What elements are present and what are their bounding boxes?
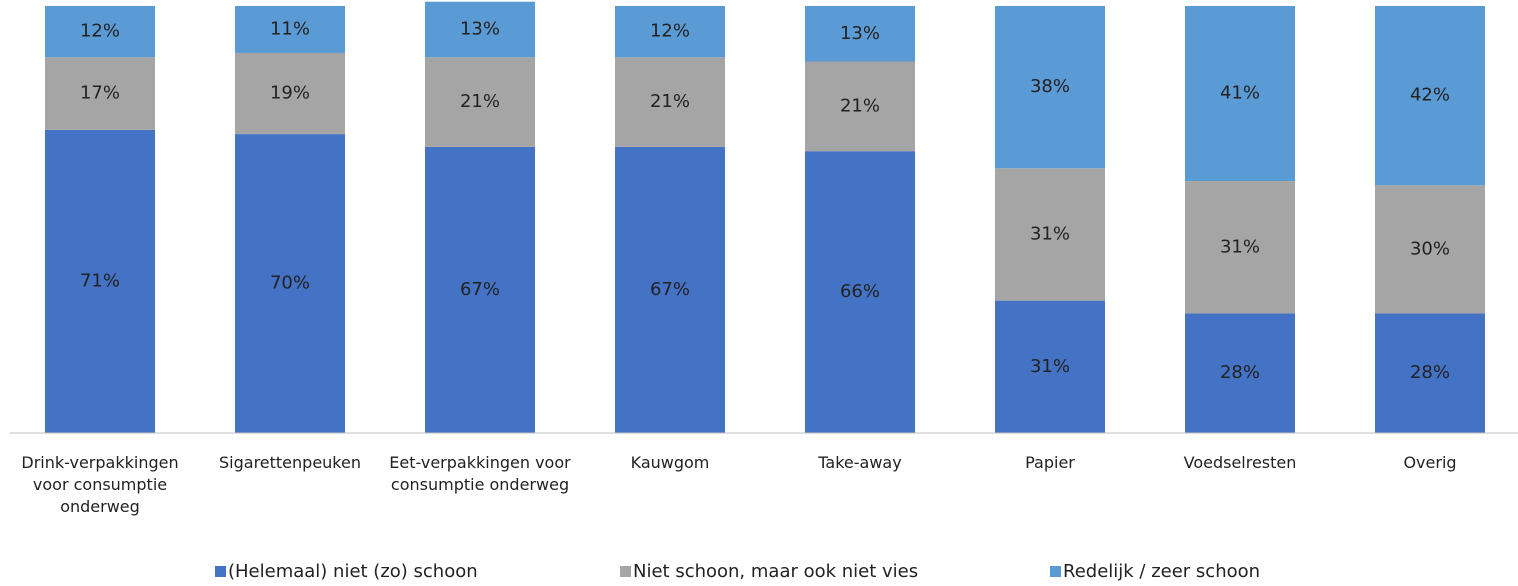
bar-segment xyxy=(805,151,915,433)
x-tick-label: Take-away xyxy=(818,453,902,472)
value-label: 30% xyxy=(1410,238,1450,259)
bar-segment xyxy=(1185,6,1295,182)
value-label: 11% xyxy=(270,18,310,39)
bar-segment xyxy=(615,146,725,433)
bar-segment xyxy=(235,6,345,53)
bar-segment xyxy=(995,168,1105,301)
bar-segment xyxy=(425,146,535,433)
legend-label: Redelijk / zeer schoon xyxy=(1063,561,1260,582)
bar-segment xyxy=(425,57,535,147)
bar-segment xyxy=(1185,313,1295,433)
value-label: 71% xyxy=(80,270,120,291)
value-label: 12% xyxy=(650,21,690,42)
bar-segment xyxy=(615,57,725,147)
x-tick-label: Eet-verpakkingen voor consumptie onderwe… xyxy=(389,453,571,494)
legend-label: Niet schoon, maar ook niet vies xyxy=(633,561,918,582)
legend-swatch xyxy=(1050,566,1061,577)
value-label: 13% xyxy=(460,18,500,39)
value-label: 67% xyxy=(650,279,690,300)
x-tick-label: Overig xyxy=(1403,453,1457,472)
value-label: 19% xyxy=(270,83,310,104)
value-label: 21% xyxy=(460,91,500,112)
value-label: 31% xyxy=(1220,236,1260,257)
value-label: 12% xyxy=(80,21,120,42)
x-tick-label: Sigarettenpeuken xyxy=(219,453,361,472)
bar-segment xyxy=(235,52,345,135)
value-label: 70% xyxy=(270,273,310,294)
bar-segment xyxy=(615,6,725,58)
bar-segment xyxy=(1185,181,1295,314)
x-tick-label: Voedselresten xyxy=(1183,453,1297,472)
legend-swatch xyxy=(620,566,631,577)
value-label: 13% xyxy=(840,23,880,44)
bar-segment xyxy=(1375,6,1485,186)
value-label: 41% xyxy=(1220,83,1260,104)
value-label: 38% xyxy=(1030,76,1070,97)
value-label: 17% xyxy=(80,83,120,104)
legend-label: (Helemaal) niet (zo) schoon xyxy=(228,561,478,582)
bar-segment xyxy=(235,134,345,433)
value-label: 31% xyxy=(1030,223,1070,244)
x-tick-label: Papier xyxy=(1025,453,1075,472)
value-label: 67% xyxy=(460,279,500,300)
bar-segment xyxy=(995,300,1105,433)
bar-segment xyxy=(425,1,535,58)
bar-segment xyxy=(805,6,915,62)
x-tick-label: Drink-verpakkingen voor consumptie onder… xyxy=(21,453,179,516)
value-label: 21% xyxy=(840,95,880,116)
bar-segment xyxy=(1375,185,1485,314)
value-label: 66% xyxy=(840,281,880,302)
value-label: 28% xyxy=(1220,362,1260,383)
x-tick-label: Kauwgom xyxy=(630,453,710,472)
bar-segment xyxy=(995,6,1105,169)
legend-swatch xyxy=(215,566,226,577)
bar-segment xyxy=(1375,313,1485,433)
value-label: 28% xyxy=(1410,362,1450,383)
bar-segment xyxy=(45,6,155,58)
bar-segment xyxy=(45,57,155,130)
bar-segment xyxy=(805,61,915,152)
value-label: 21% xyxy=(650,91,690,112)
bar-segment xyxy=(45,129,155,433)
value-label: 31% xyxy=(1030,356,1070,377)
value-label: 42% xyxy=(1410,85,1450,106)
